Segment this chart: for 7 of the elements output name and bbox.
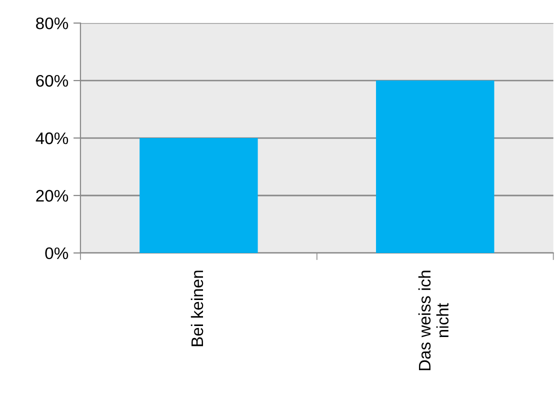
x-tick-label: Das weiss ich nicht — [418, 270, 449, 370]
y-tick-label: 60% — [36, 74, 68, 87]
y-tick-label: 40% — [36, 132, 68, 144]
y-tick-label: 0% — [45, 247, 68, 260]
x-tick-label: Bei keinen — [190, 270, 204, 346]
y-tick-label: 80% — [36, 17, 68, 30]
y-tick-label: 20% — [36, 190, 68, 202]
